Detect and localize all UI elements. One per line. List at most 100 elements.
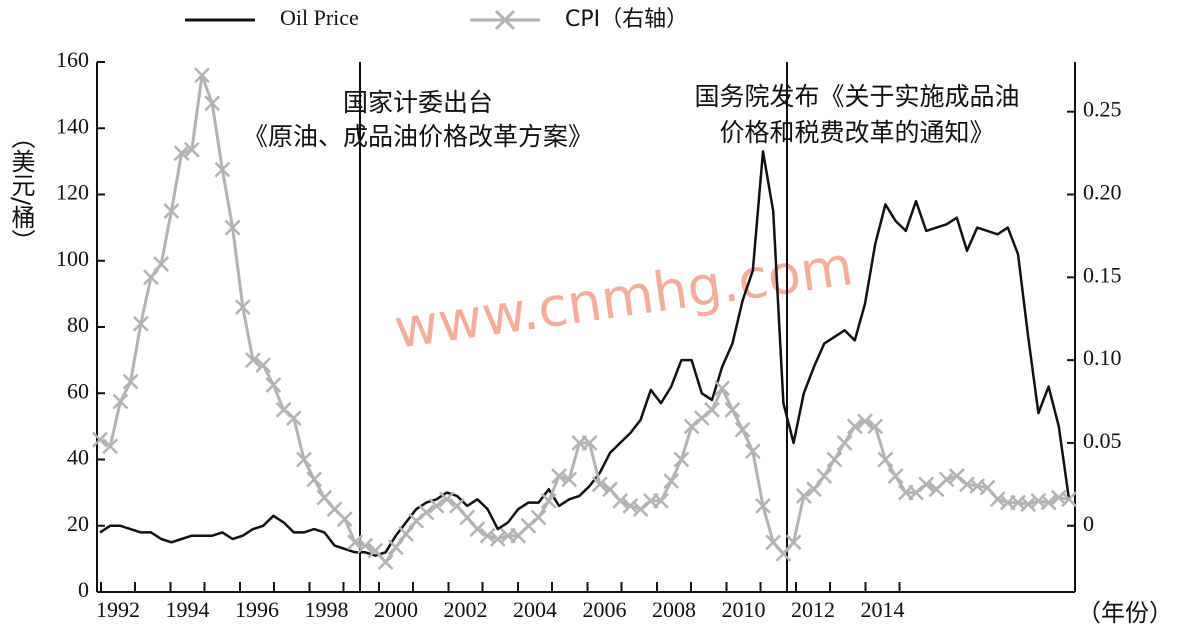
marker — [132, 315, 149, 332]
x-tick-label: 2008 — [652, 597, 696, 622]
x-tick-label: 1998 — [305, 597, 349, 622]
annotation: 国家计委出台 — [343, 88, 493, 117]
x-tick-label: 1996 — [235, 597, 279, 622]
x-tick-label: 1994 — [166, 597, 210, 622]
y-tick-label: 80 — [67, 312, 89, 337]
marker — [724, 401, 741, 418]
x-tick-label: 2012 — [791, 597, 835, 622]
marker — [347, 534, 363, 551]
y2-tick-label: 0.25 — [1083, 97, 1122, 122]
marker — [795, 488, 812, 504]
legend-label: Oil Price — [280, 5, 359, 30]
y2-tick-label: 0.10 — [1083, 345, 1122, 370]
marker — [785, 534, 802, 551]
marker — [275, 401, 292, 418]
legend-marker — [494, 9, 516, 31]
marker — [1061, 491, 1077, 508]
marker — [663, 473, 680, 489]
marker — [826, 451, 843, 468]
marker — [102, 438, 119, 455]
marker — [92, 431, 108, 448]
y-tick-label: 60 — [67, 378, 89, 403]
legend-label: CPI（右轴） — [565, 7, 688, 32]
y-tick-label: 0 — [78, 577, 89, 602]
marker — [673, 451, 690, 468]
x-tick-label: 2014 — [861, 597, 905, 622]
y-tick-label: 140 — [56, 113, 89, 138]
x-tick-label: 2004 — [513, 597, 557, 622]
y-tick-label: 160 — [56, 47, 89, 72]
marker — [908, 484, 924, 501]
marker — [112, 393, 129, 410]
y-tick-label: 100 — [56, 246, 89, 271]
marker — [1020, 496, 1037, 513]
marker — [693, 410, 710, 426]
marker — [918, 476, 935, 493]
marker — [245, 352, 261, 369]
marker — [469, 521, 486, 537]
y-tick-label: 20 — [67, 511, 89, 536]
annotation: 价格和税费改革的通知》 — [719, 118, 994, 147]
y-tick-label: 120 — [56, 180, 89, 205]
marker — [622, 497, 639, 514]
marker — [438, 491, 455, 508]
x-tick-label: 2010 — [722, 597, 766, 622]
marker — [816, 468, 833, 484]
marker — [418, 504, 435, 521]
marker — [479, 527, 496, 544]
marker — [296, 451, 312, 468]
marker — [387, 539, 404, 556]
marker — [489, 531, 506, 547]
marker — [1040, 494, 1057, 511]
marker — [540, 493, 557, 509]
x-tick-label: 2002 — [444, 597, 488, 622]
marker — [632, 501, 649, 518]
marker — [704, 401, 720, 418]
marker — [234, 299, 251, 316]
x-tick-label: 1992 — [96, 597, 140, 622]
marker — [428, 497, 445, 514]
marker — [581, 435, 598, 451]
marker — [357, 537, 374, 554]
marker — [867, 418, 884, 435]
marker — [551, 468, 567, 484]
marker — [336, 511, 353, 528]
marker — [836, 435, 853, 451]
marker — [173, 145, 190, 161]
marker — [938, 471, 955, 488]
y2-tick-label: 0.20 — [1083, 180, 1122, 205]
y-axis-label: （美元/桶） — [7, 125, 35, 253]
marker — [183, 141, 200, 158]
y2-tick-label: 0 — [1083, 511, 1094, 536]
marker — [122, 373, 139, 390]
x-tick-label: 2000 — [374, 597, 418, 622]
marker — [194, 67, 210, 84]
y-tick-label: 40 — [67, 445, 89, 470]
marker — [265, 377, 282, 393]
marker — [683, 418, 700, 435]
annotation: 国务院发布《关于实施成品油 — [694, 82, 1019, 111]
marker — [153, 256, 170, 272]
marker — [989, 491, 1006, 508]
y2-tick-label: 0.15 — [1083, 262, 1122, 287]
marker — [857, 413, 873, 430]
marker — [561, 471, 578, 488]
marker — [285, 410, 302, 426]
marker — [377, 554, 394, 571]
marker — [846, 418, 863, 435]
marker — [948, 468, 965, 484]
marker — [224, 219, 241, 236]
x-tick-label: 2006 — [583, 597, 627, 622]
x-axis-label: （年份） — [1077, 599, 1173, 627]
marker — [143, 269, 159, 286]
marker — [530, 509, 547, 526]
annotation: 《原油、成品油价格改革方案》 — [243, 122, 593, 151]
marker — [204, 95, 221, 112]
series-line — [99, 150, 1071, 557]
marker — [755, 497, 771, 514]
marker — [612, 493, 629, 509]
marker — [714, 380, 731, 397]
marker — [734, 421, 751, 438]
